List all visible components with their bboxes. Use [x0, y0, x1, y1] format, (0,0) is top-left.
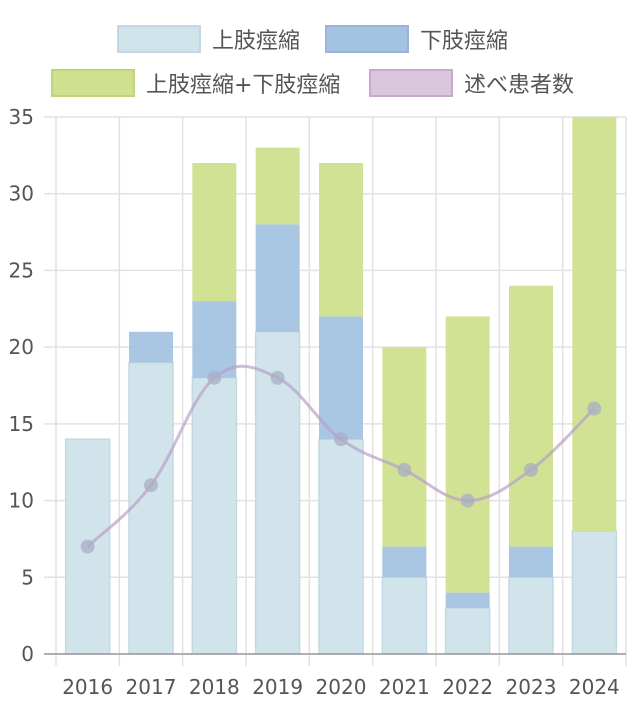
line-point[interactable] — [207, 370, 222, 385]
y-tick-label: 0 — [21, 642, 34, 666]
legend-label: 上肢痙縮 — [212, 29, 300, 54]
x-tick-label: 2023 — [506, 675, 557, 699]
x-tick-label: 2018 — [189, 675, 240, 699]
line-path — [86, 364, 596, 548]
line-point[interactable] — [524, 462, 538, 477]
bar-segment[interactable] — [381, 576, 428, 655]
legend-item-upper-plus-lower[interactable]: 上肢痙縮+下肢痙縮 — [51, 69, 340, 98]
y-tick-label: 35 — [9, 105, 34, 129]
bar-segment[interactable] — [128, 361, 174, 655]
x-tick-label: 2024 — [569, 675, 620, 699]
bar-segment[interactable] — [445, 316, 490, 593]
bar-segment[interactable] — [255, 224, 300, 332]
line-series — [80, 364, 602, 554]
bar-segment[interactable] — [508, 576, 554, 655]
y-tick-label: 5 — [21, 565, 34, 589]
bar-segment[interactable] — [509, 285, 553, 547]
legend-label: 下肢痙縮 — [420, 29, 508, 54]
x-tick-label: 2016 — [62, 675, 113, 699]
x-tick-label: 2021 — [379, 675, 430, 699]
y-tick-label: 20 — [9, 335, 34, 359]
legend: 上肢痙縮 下肢痙縮 上肢痙縮+下肢痙縮 述べ患者数 — [51, 25, 574, 98]
line-point[interactable] — [587, 401, 602, 416]
bar-segment[interactable] — [571, 530, 618, 655]
y-tick-label: 15 — [9, 412, 34, 436]
bar-segment[interactable] — [192, 301, 237, 378]
bar-segment[interactable] — [445, 592, 490, 608]
bar-segment[interactable] — [129, 331, 173, 363]
bar-segment[interactable] — [255, 147, 300, 225]
bar-segment[interactable] — [444, 607, 491, 655]
bar-segment[interactable] — [382, 347, 427, 547]
line-point[interactable] — [334, 432, 348, 447]
line-point[interactable] — [397, 462, 412, 477]
line-point[interactable] — [270, 370, 285, 385]
grid — [44, 116, 627, 666]
x-tick-label: 2020 — [316, 675, 367, 699]
legend-item-lower-limb[interactable]: 下肢痙縮 — [325, 25, 508, 54]
bar-segment[interactable] — [382, 546, 427, 578]
legend-item-upper-limb[interactable]: 上肢痙縮 — [117, 25, 300, 54]
x-tick-label: 2022 — [442, 675, 493, 699]
line-point[interactable] — [460, 493, 475, 508]
bar-segment[interactable] — [572, 117, 617, 532]
line-point[interactable] — [144, 478, 158, 493]
y-tick-label: 30 — [9, 182, 34, 206]
bar-segment[interactable] — [318, 438, 364, 655]
bar-segment[interactable] — [191, 377, 238, 655]
bar-segment[interactable] — [319, 163, 363, 317]
axes: 0 5 10 15 20 25 30 35 2016 2017 2018 2019 2020 2021 20… — [9, 105, 626, 699]
legend-label: 述べ患者数 — [464, 73, 574, 98]
y-tick-label: 25 — [9, 258, 34, 282]
bar-segment[interactable] — [192, 163, 237, 302]
bars — [64, 117, 618, 655]
x-tick-label: 2017 — [126, 675, 177, 699]
legend-item-total-patients[interactable]: 述べ患者数 — [369, 69, 574, 98]
legend-label: 上肢痙縮+下肢痙縮 — [146, 73, 340, 98]
x-tick-label: 2019 — [252, 675, 303, 699]
bar-segment[interactable] — [509, 546, 553, 578]
y-tick-label: 10 — [9, 489, 34, 513]
bar-segment[interactable] — [319, 316, 363, 440]
line-point[interactable] — [80, 539, 95, 554]
